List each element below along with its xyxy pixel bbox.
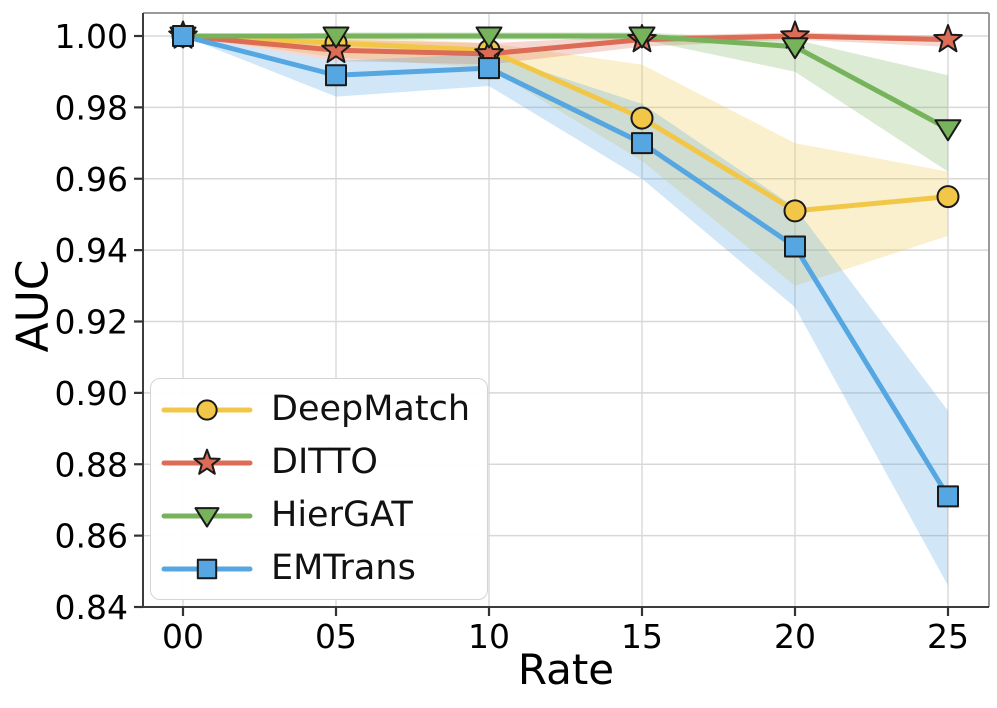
triangle-down-marker (475, 26, 503, 49)
x-tick-label: 20 (774, 617, 816, 656)
emtrans-square-marker-icon (161, 558, 253, 579)
series-lines (180, 33, 951, 499)
square-marker (784, 235, 806, 258)
deepmatch-circle-marker-icon (161, 398, 253, 421)
square-marker (478, 57, 500, 80)
legend-label: DITTO (271, 442, 378, 482)
legend-label: HierGAT (271, 495, 413, 535)
x-tick-label: 10 (468, 617, 510, 656)
y-tick-label: 0.94 (55, 231, 128, 270)
square-marker (937, 485, 959, 508)
line-emtrans (180, 33, 951, 499)
triangle-down-marker (781, 37, 809, 60)
triangle-down-marker (628, 26, 656, 49)
y-tick-label: 0.86 (55, 517, 128, 556)
y-tick-label: 1.00 (55, 17, 128, 56)
legend-item-deepmatch: DeepMatch (159, 383, 487, 436)
y-tick-label: 0.92 (55, 303, 128, 342)
star-marker (321, 34, 351, 64)
legend-item-ditto: DITTO (159, 436, 487, 489)
y-tick-label: 0.84 (55, 588, 128, 627)
y-tick-label: 0.88 (55, 445, 128, 484)
y-tick-label: 0.96 (55, 160, 128, 199)
x-axis-label: Rate (517, 645, 615, 694)
legend-item-hiergat: HierGAT (159, 489, 487, 542)
legend: DeepMatch DITTO HierGAT EMTrans (150, 378, 488, 600)
line-ditto (180, 33, 951, 57)
line-deepmatch (180, 33, 951, 214)
y-tick-label: 0.98 (55, 88, 128, 127)
star-marker (193, 448, 221, 475)
triangle-down-marker (934, 119, 962, 142)
line-hiergat (180, 33, 951, 132)
x-tick-label: 00 (162, 617, 204, 656)
circle-marker (196, 398, 218, 421)
x-tick-label: 05 (315, 617, 357, 656)
spines (142, 12, 990, 608)
y-tick-label: 0.90 (55, 374, 128, 413)
tick-labels: 1.00 0.98 0.96 0.94 0.92 0.90 0.88 0.86 0.84 00 05… (55, 17, 969, 656)
square-marker (631, 132, 653, 155)
x-tick-label: 15 (621, 617, 663, 656)
y-axis-label: AUC (7, 259, 59, 353)
legend-label: DeepMatch (271, 389, 471, 429)
triangle-down-marker (322, 26, 350, 49)
x-tick-label: 25 (927, 617, 969, 656)
square-marker (325, 64, 347, 87)
circle-marker (783, 199, 807, 223)
axis-ticks (134, 34, 950, 616)
triangle-down-marker (194, 506, 220, 528)
ditto-star-marker-icon (161, 448, 253, 475)
square-marker (196, 558, 218, 579)
square-marker (172, 25, 194, 47)
legend-label: EMTrans (271, 548, 416, 588)
legend-item-emtrans: EMTrans (159, 542, 487, 595)
circle-marker (630, 106, 654, 130)
series-markers (168, 20, 963, 508)
circle-marker (936, 185, 960, 209)
star-marker (933, 24, 963, 53)
hiergat-triangle-marker-icon (161, 506, 253, 528)
